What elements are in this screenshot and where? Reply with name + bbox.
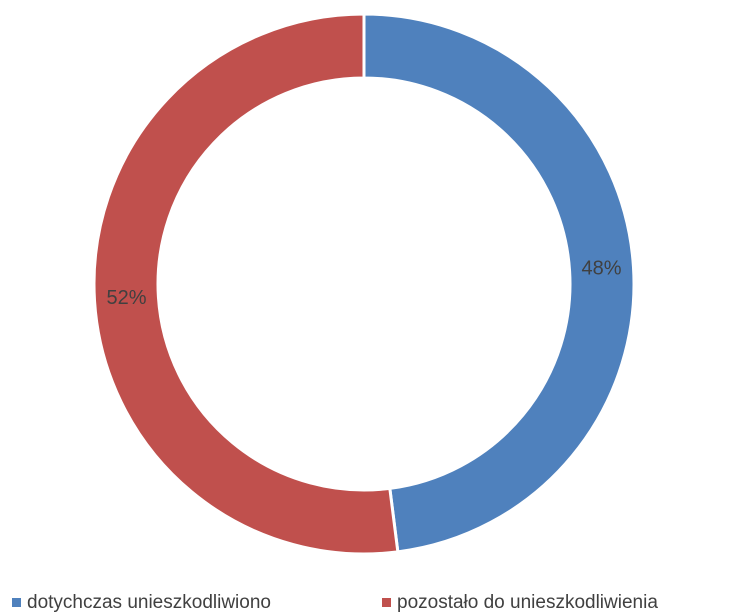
legend-swatch xyxy=(382,598,391,607)
data-label: 48% xyxy=(582,257,622,279)
legend-swatch xyxy=(12,598,21,607)
legend-label: pozostało do unieszkodliwienia xyxy=(397,592,658,613)
legend-label: dotychczas unieszkodliwiono xyxy=(27,592,271,613)
data-label: 52% xyxy=(106,287,146,309)
slice xyxy=(362,12,636,554)
slice xyxy=(92,12,400,556)
